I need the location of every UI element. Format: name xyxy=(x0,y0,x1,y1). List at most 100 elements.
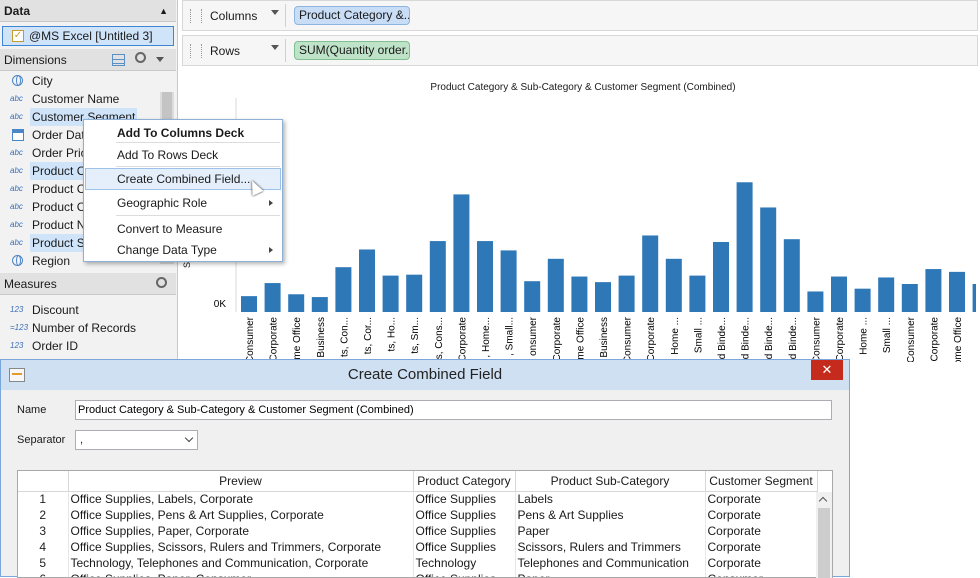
dimension-item[interactable]: abc Product Su xyxy=(0,234,160,252)
bar[interactable] xyxy=(642,235,659,312)
measure-item[interactable]: 123 Discount xyxy=(0,301,160,319)
separator-dropdown[interactable]: , xyxy=(75,430,198,450)
chevron-down-icon[interactable] xyxy=(156,57,164,62)
table-row[interactable]: 5 Technology, Telephones and Communicatio… xyxy=(18,555,818,571)
dimension-item[interactable]: abc Product Co xyxy=(0,198,160,216)
row-number: 2 xyxy=(18,507,69,523)
dimension-item[interactable]: abc Product Ca xyxy=(0,162,160,180)
bar[interactable] xyxy=(925,269,942,312)
number-type-icon: 123 xyxy=(10,341,24,350)
table-row[interactable]: 4 Office Supplies, Scissors, Rulers and T… xyxy=(18,539,818,555)
close-icon[interactable]: ✕ xyxy=(811,360,843,380)
bar[interactable] xyxy=(831,276,847,312)
menu-item[interactable]: Change Data Type xyxy=(85,239,281,261)
bar[interactable] xyxy=(359,249,375,312)
x-tick-label: Small Business xyxy=(316,317,327,362)
search-icon[interactable] xyxy=(135,52,146,63)
x-tick-label: Home ... xyxy=(859,317,870,355)
table-scrollbar[interactable] xyxy=(816,492,832,578)
table-row[interactable]: 2 Office Supplies, Pens & Art Supplies, C… xyxy=(18,507,818,523)
chevron-down-icon[interactable] xyxy=(271,10,279,15)
bar[interactable] xyxy=(288,294,305,312)
bar[interactable] xyxy=(854,288,871,312)
table-row[interactable]: 3 Office Supplies, Paper, Corporate Office… xyxy=(18,523,818,539)
bar[interactable] xyxy=(311,297,328,312)
bar[interactable] xyxy=(807,291,824,312)
dimension-item[interactable]: abc Order Prior xyxy=(0,144,160,162)
table-row[interactable]: 6Office Supplies, Paper, ConsumerOffice … xyxy=(18,571,818,577)
bar[interactable] xyxy=(382,275,399,312)
dimension-item[interactable]: Region xyxy=(0,252,160,270)
dimension-label: Product Ca xyxy=(32,182,93,196)
bar[interactable] xyxy=(429,241,446,312)
scrollbar-thumb[interactable] xyxy=(818,508,830,578)
bar[interactable] xyxy=(524,281,541,312)
dialog-title: Create Combined Field xyxy=(347,366,503,383)
columns-pill[interactable]: Product Category &... xyxy=(294,6,410,25)
measure-item[interactable]: =123 Number of Records xyxy=(0,319,160,337)
column-header[interactable]: Product Category xyxy=(413,471,516,492)
measure-item[interactable]: 123 Order ID xyxy=(0,337,160,355)
bar[interactable] xyxy=(901,284,918,312)
bar[interactable] xyxy=(760,207,777,312)
column-header[interactable]: Product Sub-Category xyxy=(515,471,706,492)
bar[interactable] xyxy=(972,284,976,312)
bar[interactable] xyxy=(949,271,965,312)
bar[interactable] xyxy=(335,267,352,312)
bar[interactable] xyxy=(713,242,729,312)
menu-item[interactable]: Convert to Measure xyxy=(85,218,281,240)
dimension-item[interactable]: abc Product Na xyxy=(0,216,160,234)
search-icon[interactable] xyxy=(156,277,167,288)
bar[interactable] xyxy=(477,241,493,312)
datasource-item[interactable]: ✓ @MS Excel [Untitled 3] xyxy=(2,26,174,46)
dimension-item[interactable]: abc Customer Name xyxy=(0,90,160,108)
datasource-label: @MS Excel [Untitled 3] xyxy=(29,29,153,43)
chevron-up-icon[interactable] xyxy=(818,496,828,506)
rows-shelf[interactable]: Rows SUM(Quantity order... xyxy=(182,35,978,66)
table-cell: Office Supplies xyxy=(413,523,516,539)
x-tick-label: Corporate xyxy=(646,317,657,362)
column-header[interactable] xyxy=(18,471,69,492)
column-header[interactable]: Customer Segment xyxy=(705,471,818,492)
sort-arrows-icon[interactable]: ▲ xyxy=(159,6,168,16)
columns-shelf[interactable]: Columns Product Category &... xyxy=(182,0,978,31)
chevron-right-icon xyxy=(269,247,273,253)
chevron-down-icon[interactable] xyxy=(271,45,279,50)
bar[interactable] xyxy=(878,277,895,312)
table-cell: Office Supplies xyxy=(413,507,516,523)
bar[interactable] xyxy=(595,282,611,312)
bar[interactable] xyxy=(783,239,800,312)
dimension-item[interactable]: abc Product Ca xyxy=(0,180,160,198)
table-cell: Technology, Telephones and Communication… xyxy=(68,555,414,571)
name-field[interactable] xyxy=(75,400,832,420)
menu-item[interactable]: Geographic Role xyxy=(85,192,281,214)
dimension-item[interactable]: City xyxy=(0,72,160,90)
table-cell: Office Supplies, Labels, Corporate xyxy=(68,491,414,507)
bar[interactable] xyxy=(453,194,470,312)
bar[interactable] xyxy=(547,258,564,312)
menu-item[interactable]: Add To Columns Deck xyxy=(85,122,281,144)
bar[interactable] xyxy=(571,276,588,312)
x-tick-label: me Office xyxy=(575,317,586,360)
bar[interactable] xyxy=(406,274,423,312)
table-row[interactable]: 1 Office Supplies, Labels, Corporate Offic… xyxy=(18,491,818,507)
rows-pill[interactable]: SUM(Quantity order... xyxy=(294,41,410,60)
menu-item[interactable]: Create Combined Field... xyxy=(85,168,281,190)
bar[interactable] xyxy=(500,250,517,312)
menu-item-label: Convert to Measure xyxy=(117,222,223,236)
bar[interactable] xyxy=(241,296,257,312)
bar[interactable] xyxy=(689,275,706,312)
grid-view-icon[interactable] xyxy=(112,54,125,66)
bar[interactable] xyxy=(264,283,281,312)
bar[interactable] xyxy=(665,258,682,312)
menu-item-label: Create Combined Field... xyxy=(117,172,251,186)
x-tick-label: Corporate xyxy=(552,317,563,362)
dimension-item[interactable]: Order Date xyxy=(0,126,160,144)
bar[interactable] xyxy=(736,182,753,312)
dimension-label: Order Prior xyxy=(32,146,92,160)
menu-item[interactable]: Add To Rows Deck xyxy=(85,144,281,166)
table-cell: Office Supplies xyxy=(413,491,516,507)
x-tick-label: Business xyxy=(599,317,610,358)
bar[interactable] xyxy=(618,275,635,312)
column-header[interactable]: Preview xyxy=(68,471,414,492)
